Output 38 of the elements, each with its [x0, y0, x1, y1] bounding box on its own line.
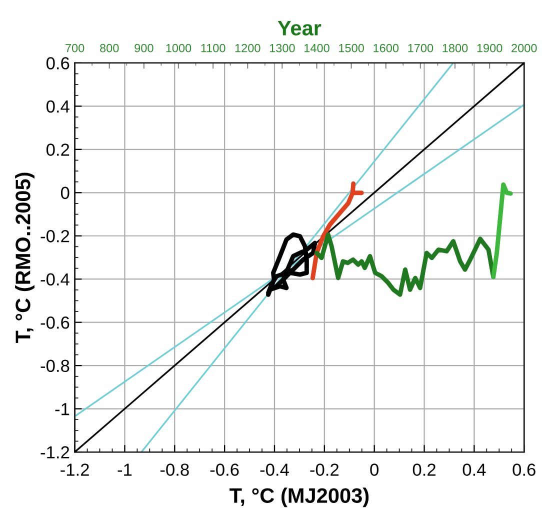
- x-tick-label: -0.8: [160, 464, 189, 476]
- x2-tick-label: 1000: [166, 44, 192, 52]
- x2-tick-label: 1400: [304, 44, 330, 52]
- x-tick-label: -0.6: [210, 464, 239, 476]
- x-tick-label: 0.6: [512, 464, 536, 476]
- y-tick-label: 0.6: [46, 57, 70, 70]
- x2-tick-label: 1100: [201, 44, 226, 52]
- x2-tick-label: 1600: [374, 44, 399, 52]
- y-tick-label: -0.4: [40, 273, 70, 286]
- y-tick-label: 0: [60, 186, 70, 200]
- y-tick-label: -1: [55, 403, 70, 416]
- x2-tick-label: 2000: [512, 44, 537, 52]
- x-tick-label: 0.2: [412, 464, 436, 476]
- y-tick-label: 0.4: [46, 100, 70, 113]
- x2-tick-label: 1200: [235, 44, 260, 52]
- x2-tick-label: 1800: [442, 44, 468, 52]
- x2-tick-label: 700: [66, 44, 84, 52]
- y-axis-title: T, °C (RMO..2005): [15, 172, 34, 344]
- y-tick-label: 0.2: [46, 144, 70, 156]
- x2-tick-label: 1900: [477, 44, 502, 52]
- y-tick-label: -0.6: [40, 316, 70, 329]
- y-tick-label: -0.8: [40, 360, 70, 372]
- x2-tick-label: 1300: [270, 44, 295, 52]
- x-tick-label: -0.2: [310, 464, 339, 476]
- x-tick-label: 0.4: [462, 464, 486, 476]
- x-tick-label: -0.4: [260, 464, 289, 476]
- x-axis-title: T, °C (MJ2003): [230, 488, 369, 508]
- x2-tick-label: 800: [100, 44, 119, 52]
- x-tick-label: 0: [370, 464, 378, 476]
- x2-axis-title: Year: [278, 20, 322, 36]
- x-tick-label: -1: [118, 464, 132, 476]
- y-tick-label: -0.2: [40, 230, 70, 242]
- y-tick-label: -1.2: [40, 446, 70, 458]
- x2-tick-label: 1500: [339, 44, 364, 52]
- x2-tick-label: 900: [134, 44, 154, 52]
- x2-tick-label: 1700: [408, 44, 434, 52]
- line-series: [310, 181, 364, 280]
- line-series: [266, 232, 318, 297]
